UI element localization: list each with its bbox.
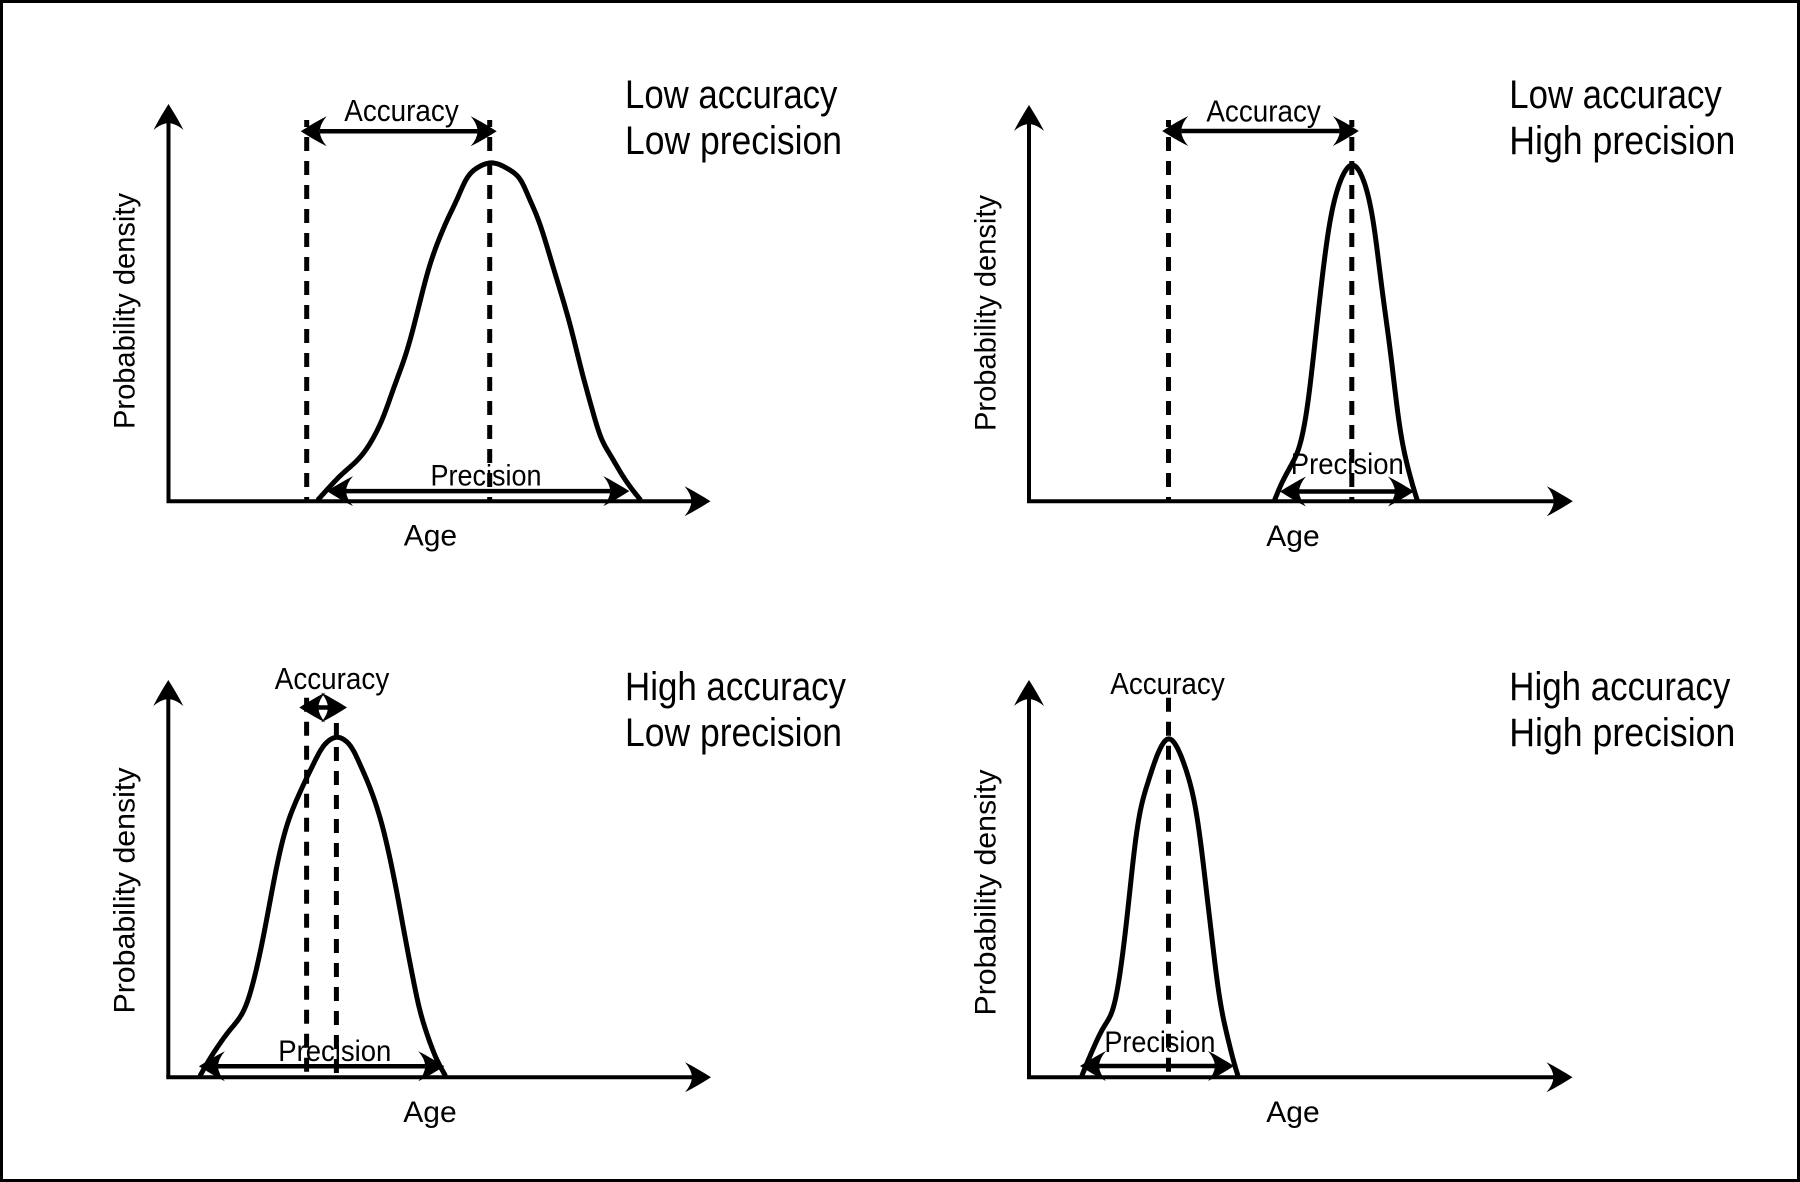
svg-text:High accuracy: High accuracy xyxy=(1509,665,1730,709)
svg-text:Precision: Precision xyxy=(1104,1026,1215,1059)
svg-text:Age: Age xyxy=(1266,1096,1319,1129)
svg-text:High accuracy: High accuracy xyxy=(625,665,846,709)
svg-text:Accuracy: Accuracy xyxy=(275,661,390,696)
svg-text:Probability density: Probability density xyxy=(109,193,142,429)
svg-text:Low precision: Low precision xyxy=(625,711,842,755)
svg-text:Probability density: Probability density xyxy=(969,770,1002,1016)
svg-text:Low precision: Low precision xyxy=(625,119,842,163)
svg-text:Precision: Precision xyxy=(278,1035,391,1068)
svg-text:Age: Age xyxy=(1266,520,1319,553)
svg-text:Low accuracy: Low accuracy xyxy=(1509,73,1721,117)
svg-text:Low accuracy: Low accuracy xyxy=(625,73,837,117)
svg-text:High precision: High precision xyxy=(1509,119,1735,163)
svg-text:Probability density: Probability density xyxy=(109,768,142,1014)
svg-text:High precision: High precision xyxy=(1509,711,1735,755)
svg-text:Accuracy: Accuracy xyxy=(344,93,459,128)
svg-text:Probability density: Probability density xyxy=(969,195,1002,431)
svg-text:Accuracy: Accuracy xyxy=(1110,666,1225,701)
svg-text:Precision: Precision xyxy=(431,459,542,492)
svg-text:Precision: Precision xyxy=(1291,448,1404,481)
svg-text:Age: Age xyxy=(403,1096,456,1129)
svg-text:Accuracy: Accuracy xyxy=(1206,94,1321,129)
svg-text:Age: Age xyxy=(404,520,457,553)
